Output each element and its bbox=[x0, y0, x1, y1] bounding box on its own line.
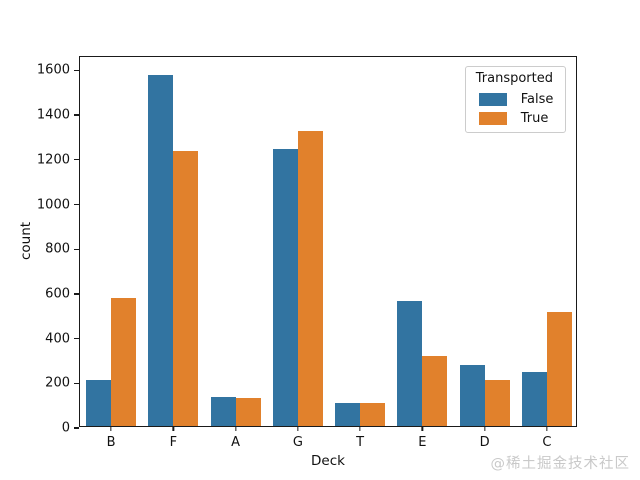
y-tick-mark bbox=[74, 427, 79, 429]
x-tick-mark bbox=[110, 426, 112, 431]
y-tick-label: 200 bbox=[45, 375, 70, 391]
x-tick-label-g: G bbox=[292, 435, 303, 450]
bar-false-d bbox=[459, 365, 485, 426]
x-tick-label-b: B bbox=[106, 435, 116, 450]
x-tick-mark bbox=[421, 426, 424, 431]
bar-false-a bbox=[210, 397, 236, 426]
watermark: @稀土掘金技术社区 bbox=[490, 456, 630, 472]
legend: Transported False True bbox=[464, 66, 566, 133]
x-tick-mark bbox=[234, 426, 237, 431]
x-tick-mark bbox=[546, 426, 548, 431]
x-tick-mark bbox=[483, 426, 486, 431]
y-tick-mark bbox=[74, 248, 79, 250]
bar-false-g bbox=[272, 148, 298, 426]
bar-true-b bbox=[111, 298, 137, 426]
y-tick-label: 1000 bbox=[36, 197, 70, 212]
legend-row-true: True bbox=[474, 111, 555, 126]
x-tick-label-f: F bbox=[169, 435, 178, 450]
legend-label-true: True bbox=[520, 111, 549, 126]
bar-true-d bbox=[484, 380, 510, 426]
y-tick-mark bbox=[74, 69, 79, 72]
y-tick-mark bbox=[74, 337, 79, 340]
y-tick-label: 600 bbox=[45, 286, 70, 302]
legend-swatch-true bbox=[478, 112, 507, 125]
x-tick-label-t: T bbox=[356, 435, 365, 450]
y-tick-mark bbox=[74, 203, 79, 206]
bar-true-a bbox=[235, 397, 261, 426]
y-tick-label: 0 bbox=[61, 420, 70, 436]
legend-rows: False True bbox=[474, 92, 555, 126]
bar-false-e bbox=[397, 300, 423, 426]
y-tick-label: 400 bbox=[45, 331, 70, 347]
x-tick-label-d: D bbox=[479, 435, 490, 450]
bar-false-b bbox=[86, 379, 112, 426]
bar-true-g bbox=[297, 130, 323, 426]
x-tick-label-a: A bbox=[231, 435, 241, 450]
x-axis-label: Deck bbox=[311, 453, 345, 469]
y-tick-label: 1400 bbox=[36, 107, 70, 123]
x-tick-mark bbox=[172, 426, 175, 431]
y-axis-label: count bbox=[18, 221, 35, 261]
y-tick-mark bbox=[74, 114, 79, 116]
bar-true-e bbox=[422, 355, 448, 426]
y-tick-mark bbox=[74, 382, 79, 384]
bar-true-t bbox=[360, 403, 386, 426]
bar-false-f bbox=[148, 75, 174, 426]
x-tick-label-e: E bbox=[418, 435, 427, 450]
y-tick-label: 1200 bbox=[36, 152, 70, 168]
legend-swatch-false bbox=[478, 93, 507, 106]
x-tick-mark bbox=[359, 426, 361, 431]
plot-area: 0 200 400 600 800 1000 1200 1400 1600 B F A G T E D C T… bbox=[37, 56, 577, 450]
y-tick-mark bbox=[74, 293, 79, 295]
legend-label-false: False bbox=[520, 92, 554, 107]
y-tick-label: 800 bbox=[45, 241, 70, 257]
bar-false-c bbox=[521, 372, 547, 426]
x-tick-label-c: C bbox=[542, 435, 552, 450]
legend-row-false: False bbox=[474, 92, 555, 107]
bar-true-f bbox=[173, 151, 199, 426]
bar-true-c bbox=[546, 312, 572, 426]
x-tick-mark bbox=[297, 426, 299, 431]
y-tick-label: 1600 bbox=[36, 62, 70, 78]
y-tick-mark bbox=[74, 159, 79, 161]
bar-false-t bbox=[335, 403, 361, 426]
legend-title: Transported bbox=[475, 71, 553, 86]
